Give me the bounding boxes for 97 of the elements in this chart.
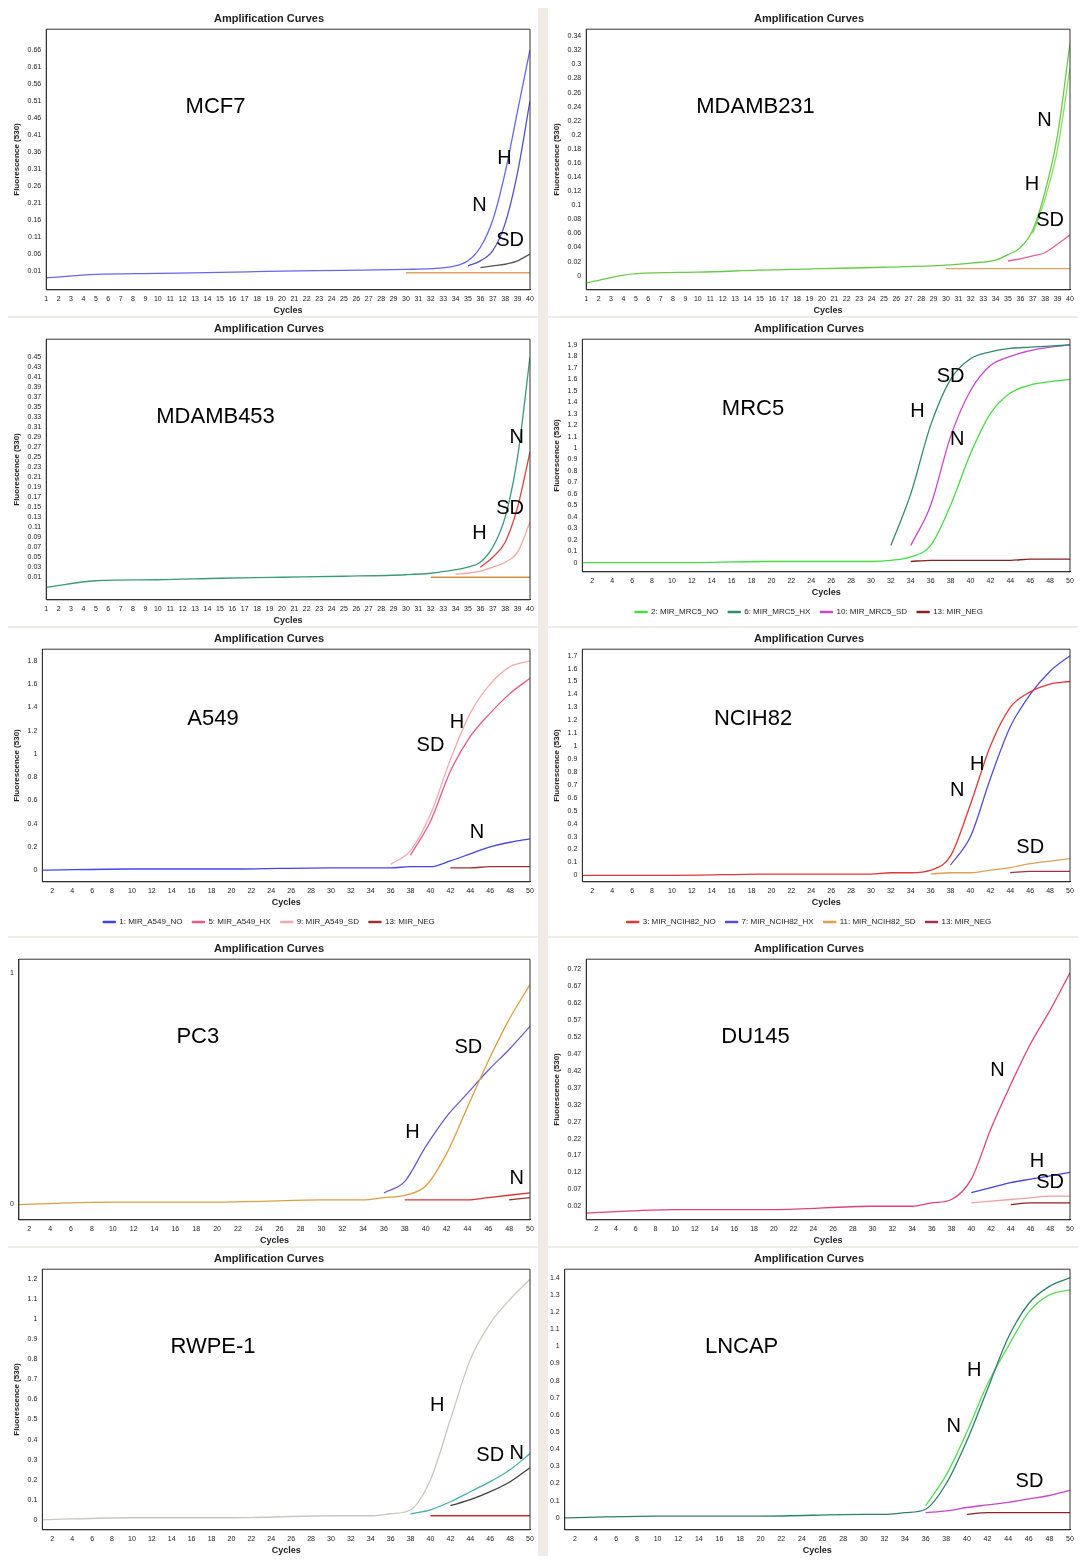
x-axis-title: Cycles xyxy=(813,1235,843,1246)
chart-title: Amplification Curves xyxy=(753,11,865,24)
annotation: N xyxy=(990,1057,1005,1080)
chart-title: Amplification Curves xyxy=(213,941,325,954)
annotation: LNCAP xyxy=(704,1333,779,1359)
line-series xyxy=(564,1277,1070,1519)
legend-label: 10: MIR_MRC5_SD xyxy=(836,607,908,617)
annotation: MCF7 xyxy=(185,93,246,119)
x-axis-title: Cycles xyxy=(273,305,303,316)
annotation: N xyxy=(950,427,965,450)
line-series xyxy=(454,521,530,575)
annotation: H xyxy=(1024,171,1040,194)
legend-label: 6: MIR_MRC5_HX xyxy=(744,607,812,617)
annotation: N xyxy=(509,1441,524,1464)
annotation: N xyxy=(950,777,965,800)
legend-label: 11: MIR_NCIH82_SD xyxy=(839,917,916,927)
annotation: N xyxy=(472,193,487,216)
line-series xyxy=(42,838,530,871)
annotation: H xyxy=(967,1357,982,1380)
legend-label: 13: MIR_NEG xyxy=(933,607,983,617)
line-series xyxy=(479,253,530,269)
annotation: H xyxy=(969,751,985,774)
line-series xyxy=(924,1489,1070,1514)
line-series xyxy=(383,1025,530,1194)
annotation: H xyxy=(449,709,465,732)
x-axis-title: Cycles xyxy=(259,1235,289,1246)
legend-label: 5: MIR_A549_HX xyxy=(208,917,272,927)
line-series xyxy=(970,1195,1070,1204)
y-axis-title: Fluorescence (530) xyxy=(552,122,561,196)
annotation: H xyxy=(472,520,487,543)
annotation: H xyxy=(429,1393,445,1416)
annotation: NCIH82 xyxy=(713,705,793,731)
y-axis-title: Fluorescence (530) xyxy=(552,418,561,492)
annotation: PC3 xyxy=(176,1023,220,1049)
chart-title: Amplification Curves xyxy=(213,1251,325,1264)
annotation: N xyxy=(1037,108,1052,131)
annotation: SD xyxy=(476,1443,505,1466)
line-series xyxy=(390,660,530,866)
annotation: H xyxy=(497,145,512,168)
annotation: SD xyxy=(1036,1169,1064,1192)
annotation: SD xyxy=(1015,1469,1044,1492)
annotation: A549 xyxy=(187,705,239,731)
y-axis-title: Fluorescence (530) xyxy=(12,432,21,506)
annotation: SD xyxy=(496,227,524,250)
annotation: MDAMB453 xyxy=(156,403,275,429)
x-axis-title: Cycles xyxy=(273,615,303,626)
annotation: N xyxy=(946,1414,961,1437)
line-series xyxy=(586,972,1070,1214)
annotation: MRC5 xyxy=(721,395,785,421)
annotation: SD xyxy=(1036,208,1064,231)
annotation: H xyxy=(405,1120,420,1143)
legend-label: 9: MIR_A549_SD xyxy=(296,917,360,927)
chart-title: Amplification Curves xyxy=(753,631,865,644)
line-series xyxy=(409,677,530,856)
annotation: MDAMB231 xyxy=(696,93,815,119)
annotation: N xyxy=(469,820,485,843)
line-series xyxy=(949,655,1070,866)
y-axis-title: Fluorescence (530) xyxy=(12,1362,21,1436)
line-series xyxy=(18,984,530,1206)
chart-title: Amplification Curves xyxy=(213,631,325,644)
line-series xyxy=(970,1171,1070,1194)
legend-label: 1: MIR_A549_NO xyxy=(119,917,183,927)
chart-title: Amplification Curves xyxy=(753,941,865,954)
line-series xyxy=(930,857,1070,875)
legend-label: 7: MIR_NCIH82_HX xyxy=(741,917,815,927)
legend-label: 2: MIR_MRC5_NO xyxy=(651,607,719,617)
line-series xyxy=(42,1278,530,1521)
annotation: H xyxy=(1029,1149,1045,1172)
y-axis-title: Fluorescence (530) xyxy=(552,1052,561,1126)
line-series xyxy=(924,1289,1070,1507)
annotation: N xyxy=(509,1166,524,1189)
y-axis-title: Fluorescence (530) xyxy=(552,728,561,802)
x-axis-title: Cycles xyxy=(802,1545,832,1556)
line-series xyxy=(582,680,1070,876)
x-axis-title: Cycles xyxy=(811,587,841,598)
chart-title: Amplification Curves xyxy=(753,321,865,334)
annotation: SD xyxy=(454,1034,483,1057)
annotation: DU145 xyxy=(721,1023,790,1049)
x-axis-title: Cycles xyxy=(271,897,301,908)
chart-title: Amplification Curves xyxy=(753,1251,865,1264)
chart-title: Amplification Curves xyxy=(213,321,325,334)
legend-label: 13: MIR_NEG xyxy=(941,917,992,927)
y-axis-title: Fluorescence (530) xyxy=(12,122,21,196)
line-series xyxy=(404,1192,530,1201)
x-axis-title: Cycles xyxy=(813,305,843,316)
annotation: RWPE-1 xyxy=(170,1333,256,1359)
line-series xyxy=(1007,234,1070,262)
x-axis-title: Cycles xyxy=(811,897,841,908)
y-axis-title: Fluorescence (530) xyxy=(12,728,21,802)
annotation: SD xyxy=(416,733,445,756)
chart-title: Amplification Curves xyxy=(213,11,325,24)
line-series xyxy=(449,1467,530,1507)
annotation: H xyxy=(910,398,925,421)
x-axis-title: Cycles xyxy=(271,1545,301,1556)
legend-label: 13: MIR_NEG xyxy=(384,917,435,927)
legend-label: 3: MIR_NCIH82_NO xyxy=(642,917,716,927)
annotation: SD xyxy=(1016,834,1045,857)
